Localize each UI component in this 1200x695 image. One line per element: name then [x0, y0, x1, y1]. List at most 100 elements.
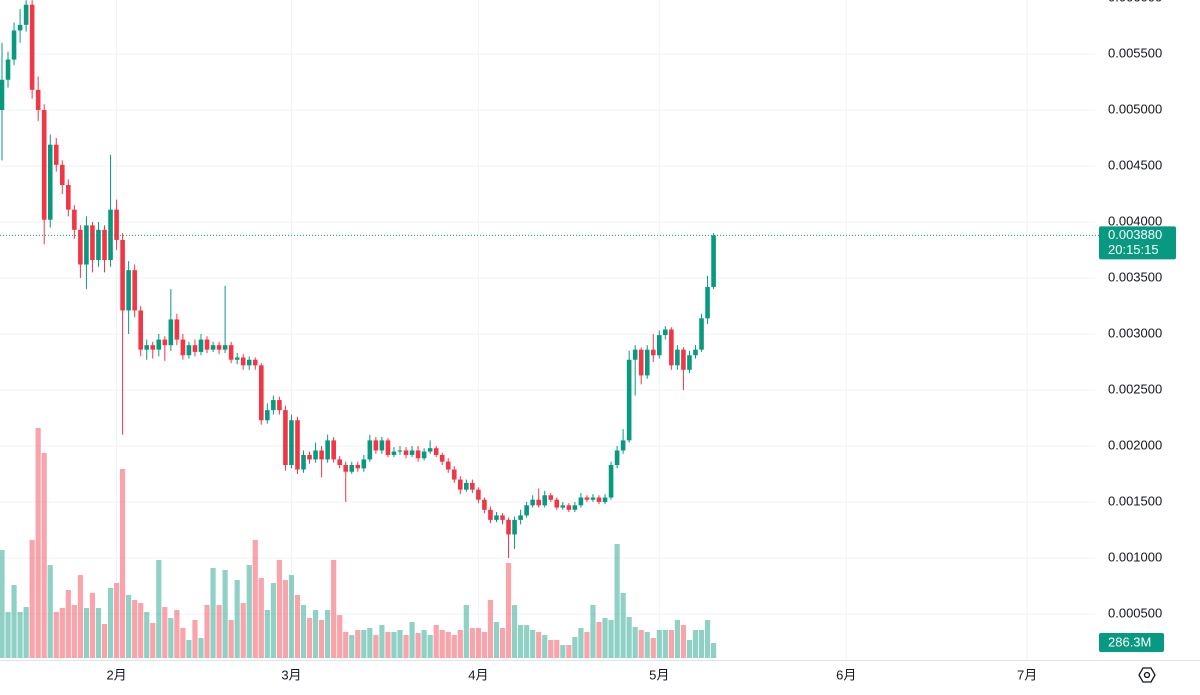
y-tick-label: 0.005500 [1108, 45, 1162, 60]
candle-body [644, 349, 650, 376]
candle-body [458, 479, 463, 490]
volume-bar [542, 635, 548, 658]
volume-bar [530, 629, 536, 658]
volume-bar [548, 639, 554, 658]
candle-body [114, 209, 119, 240]
price-pane [0, 0, 1099, 558]
volume-bar [0, 549, 5, 658]
candle-body [289, 420, 294, 466]
volume-bar [626, 617, 632, 658]
volume-bar [349, 635, 355, 658]
candle-body [126, 270, 131, 311]
last-price-badge [1099, 226, 1176, 260]
candle-body [96, 229, 101, 261]
volume-bar [343, 631, 349, 658]
x-tick-label: 5月 [649, 667, 669, 682]
settings-icon [1138, 667, 1156, 683]
y-tick-label: 0.004500 [1108, 157, 1162, 172]
volume-bar [294, 595, 301, 658]
volume-bar [445, 631, 451, 658]
y-tick-label: 0.006000 [1108, 0, 1162, 4]
volume-bar [457, 629, 463, 658]
y-tick-label: 0.001000 [1108, 549, 1162, 564]
x-tick-label: 6月 [836, 667, 856, 682]
volume-bar [427, 635, 433, 658]
volume-bar [451, 635, 457, 658]
volume-bar [487, 599, 494, 658]
candle-body [228, 345, 234, 360]
volume-bar [698, 629, 705, 658]
volume-bar [620, 592, 626, 658]
volume-bar [608, 619, 614, 658]
volume-bar [204, 605, 210, 658]
candle-body [578, 497, 584, 506]
candle-body [687, 355, 692, 370]
candle-body [343, 465, 349, 472]
candle-body [608, 465, 614, 498]
candle-body [632, 349, 638, 360]
volume-bar [53, 611, 59, 658]
volume-bar [367, 628, 373, 658]
candle-body [554, 499, 560, 508]
candle-body [536, 499, 541, 506]
volume-bar [216, 605, 222, 658]
volume-bar [409, 621, 415, 658]
candle-body [222, 345, 228, 350]
volume-bar [228, 619, 234, 658]
volume-bar [89, 592, 96, 658]
volume-bar [47, 565, 53, 658]
volume-bar [270, 582, 276, 658]
y-tick-label: 0.002000 [1108, 437, 1162, 452]
volume-bar [439, 629, 445, 658]
candle-body [566, 505, 572, 510]
candle-body [168, 319, 174, 346]
candle-body [705, 286, 710, 319]
candle-body [325, 440, 330, 460]
candle-body [265, 410, 270, 421]
volume-bar [614, 544, 620, 658]
last-volume-badge [1099, 633, 1164, 652]
candle-body [174, 319, 180, 340]
volume-bar [288, 575, 295, 658]
candle-body [349, 465, 355, 472]
volume-bar [264, 609, 270, 658]
volume-bar [107, 588, 114, 658]
candle-body [626, 359, 632, 441]
volume-bar [644, 631, 650, 658]
settings-button[interactable] [1138, 667, 1156, 683]
last-volume-label: 286.3M [1108, 634, 1151, 649]
candle-body [132, 270, 137, 311]
volume-bar [300, 605, 307, 658]
candle-body [204, 339, 210, 350]
candle-body [53, 144, 59, 165]
candle-body [355, 465, 361, 469]
candle-body [681, 349, 686, 370]
volume-bar [475, 628, 481, 658]
candle-body [500, 515, 505, 520]
volume-bar [210, 568, 216, 658]
volume-bar [325, 609, 331, 658]
candle-body [445, 461, 451, 470]
candle-body [464, 482, 469, 490]
candle-body [367, 440, 373, 460]
candle-body [620, 440, 626, 451]
candle-body [439, 454, 445, 462]
candle-body [602, 497, 608, 502]
candle-body [693, 349, 698, 356]
candle-body [488, 509, 493, 520]
x-tick-label: 7月 [1017, 667, 1037, 682]
volume-bar [306, 618, 313, 658]
candle-body [198, 339, 204, 352]
volume-bar [397, 629, 403, 658]
candle-body [283, 410, 288, 466]
volume-bar [77, 575, 83, 658]
volume-bar [234, 579, 240, 658]
volume-bar [95, 608, 102, 658]
volume-bar [650, 638, 656, 658]
candle-body [512, 519, 517, 535]
volume-bar [222, 569, 228, 658]
volume-bar [536, 631, 542, 658]
volume-bar [361, 629, 367, 658]
candle-body [596, 497, 602, 502]
